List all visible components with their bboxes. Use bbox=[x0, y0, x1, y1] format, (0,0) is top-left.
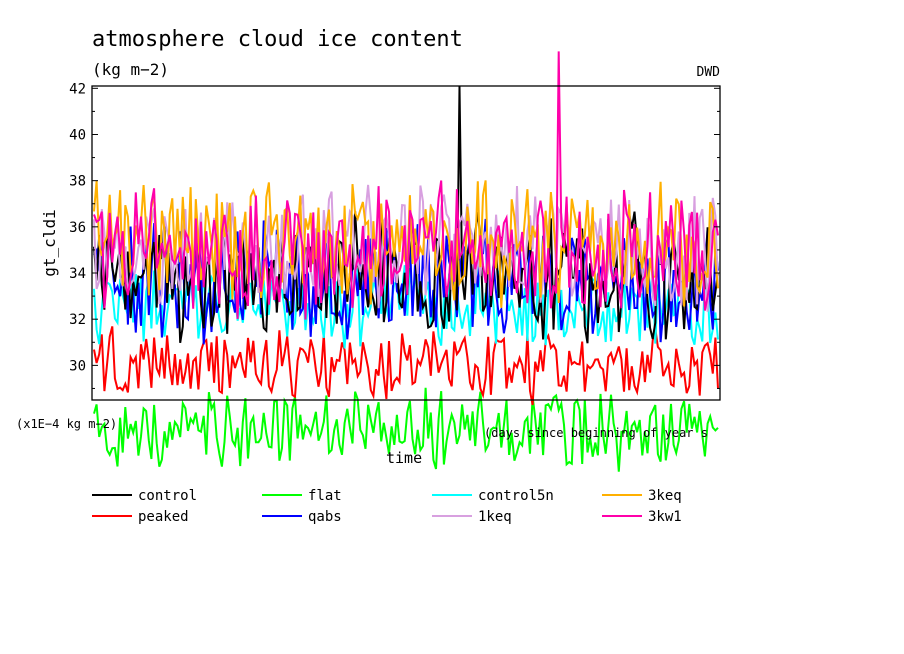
legend-label-3kw1: 3kw1 bbox=[648, 509, 682, 525]
legend-label-control5n: control5n bbox=[478, 488, 554, 504]
legend-label-qabs: qabs bbox=[308, 509, 342, 525]
series-line-peaked bbox=[93, 326, 719, 406]
series-line-3kw1 bbox=[93, 51, 719, 320]
y-tick-label: 38 bbox=[69, 174, 86, 190]
legend-label-peaked: peaked bbox=[138, 509, 189, 525]
y-axis: 30 32 34 36 38 40 42 bbox=[69, 81, 720, 389]
source-label: DWD bbox=[697, 65, 721, 80]
plot-series bbox=[93, 51, 719, 472]
legend-label-1keq: 1keq bbox=[478, 509, 512, 525]
plot-frame bbox=[91, 85, 721, 401]
y-tick-label: 32 bbox=[69, 312, 86, 328]
y-tick-label: 34 bbox=[69, 266, 86, 282]
x-axis-note: (days since beginning of year s bbox=[484, 426, 708, 440]
legend: control peaked flat qabs control5n 1keq 3keq 3k… bbox=[92, 488, 682, 525]
scale-note: (x1E−4 kg m−2) bbox=[16, 417, 117, 431]
chart-title: atmosphere cloud ice content bbox=[92, 27, 463, 52]
x-axis-label: time bbox=[386, 449, 422, 467]
y-axis-label: gt_cldi bbox=[40, 209, 59, 276]
y-tick-label: 40 bbox=[69, 127, 86, 143]
y-tick-label: 36 bbox=[69, 220, 86, 236]
legend-label-flat: flat bbox=[308, 488, 342, 504]
legend-label-3keq: 3keq bbox=[648, 488, 682, 504]
y-tick-label: 42 bbox=[69, 81, 86, 97]
series-line-flat bbox=[93, 387, 719, 472]
y-tick-label: 30 bbox=[69, 358, 86, 374]
legend-label-control: control bbox=[138, 488, 197, 504]
chart-units: (kg m−2) bbox=[92, 60, 169, 79]
